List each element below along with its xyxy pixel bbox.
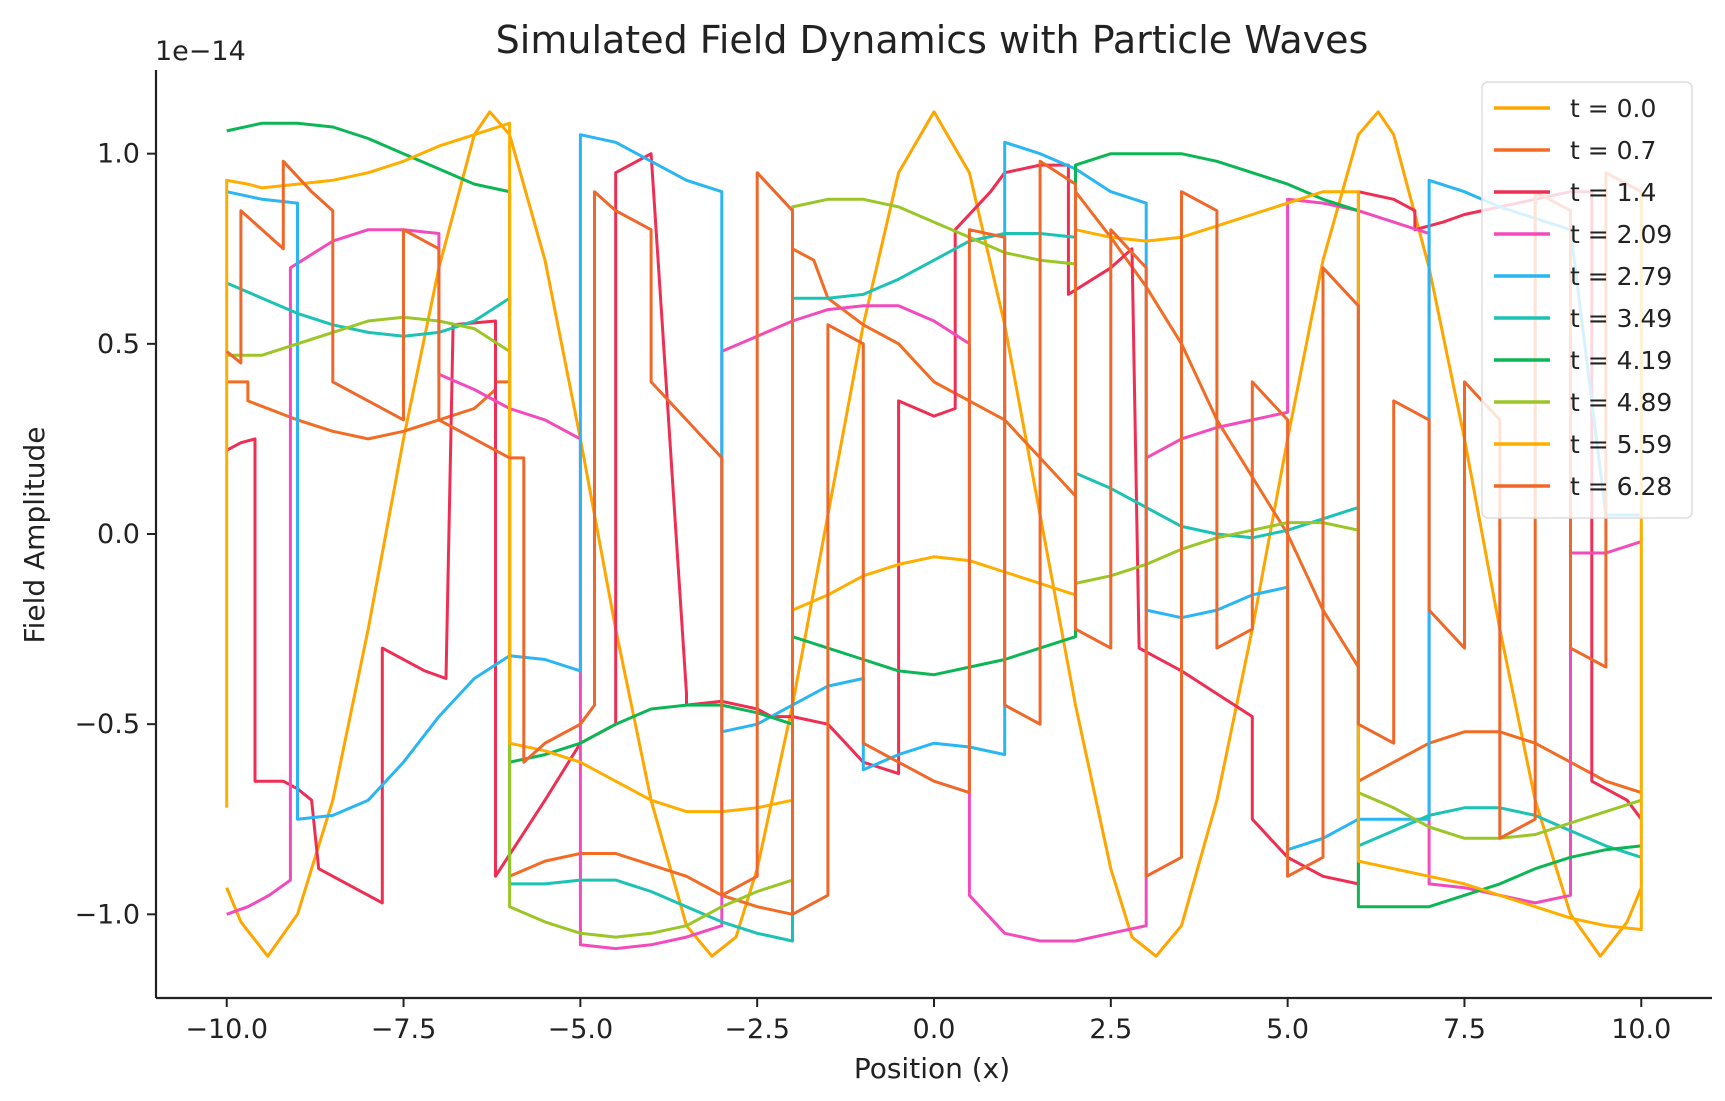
chart-title: Simulated Field Dynamics with Particle W…: [496, 18, 1369, 62]
y-tick-label: 0.5: [97, 329, 140, 360]
legend-label: t = 3.49: [1570, 304, 1672, 333]
legend-label: t = 0.0: [1570, 94, 1656, 123]
y-tick-label: 0.0: [97, 519, 140, 550]
series-layer: [225, 110, 1643, 958]
series-line-9: [225, 159, 1643, 916]
legend-label: t = 4.19: [1570, 346, 1672, 375]
legend-label: t = 6.28: [1570, 472, 1672, 501]
series-line-4: [226, 133, 1642, 852]
x-tick-label: 5.0: [1266, 1014, 1309, 1045]
series-line-2: [225, 152, 1643, 905]
series-line-5: [226, 232, 1642, 943]
y-tick-label: −1.0: [74, 899, 140, 930]
series-line-6: [226, 121, 1642, 909]
x-tick-label: 0.0: [913, 1014, 956, 1045]
x-tick-label: −2.5: [724, 1014, 790, 1045]
legend-label: t = 4.89: [1570, 388, 1672, 417]
series-line-7: [226, 197, 1642, 939]
legend-label: t = 5.59: [1570, 430, 1672, 459]
legend-label: t = 0.7: [1570, 136, 1656, 165]
legend-label: t = 2.09: [1570, 220, 1672, 249]
x-tick-label: −7.5: [371, 1014, 437, 1045]
y-offset-label: 1e−14: [155, 36, 246, 67]
x-axis-label: Position (x): [854, 1052, 1010, 1085]
axes: [154, 70, 1712, 1000]
y-axis-label: Field Amplitude: [18, 426, 51, 643]
series-line-8: [225, 121, 1643, 931]
legend-label: t = 1.4: [1570, 178, 1656, 207]
x-tick-label: −10.0: [185, 1014, 268, 1045]
legend-label: t = 2.79: [1570, 262, 1672, 291]
y-tick-label: 1.0: [97, 139, 140, 170]
x-tick-label: 7.5: [1443, 1014, 1486, 1045]
x-tick-label: −5.0: [548, 1014, 614, 1045]
x-tick-label: 10.0: [1611, 1014, 1671, 1045]
x-tick-label: 2.5: [1089, 1014, 1132, 1045]
y-tick-label: −0.5: [74, 709, 140, 740]
x-ticks: −10.0 −7.5 −5.0 −2.5 0.0 2.5 5.0 7.5 10.0: [185, 998, 1671, 1045]
y-ticks: −1.0 −0.5 0.0 0.5 1.0: [74, 139, 156, 930]
series-line-3: [226, 197, 1642, 951]
legend: t = 0.0 t = 0.7 t = 1.4 t = 2.09 t = 2.79 t =…: [1481, 81, 1693, 519]
